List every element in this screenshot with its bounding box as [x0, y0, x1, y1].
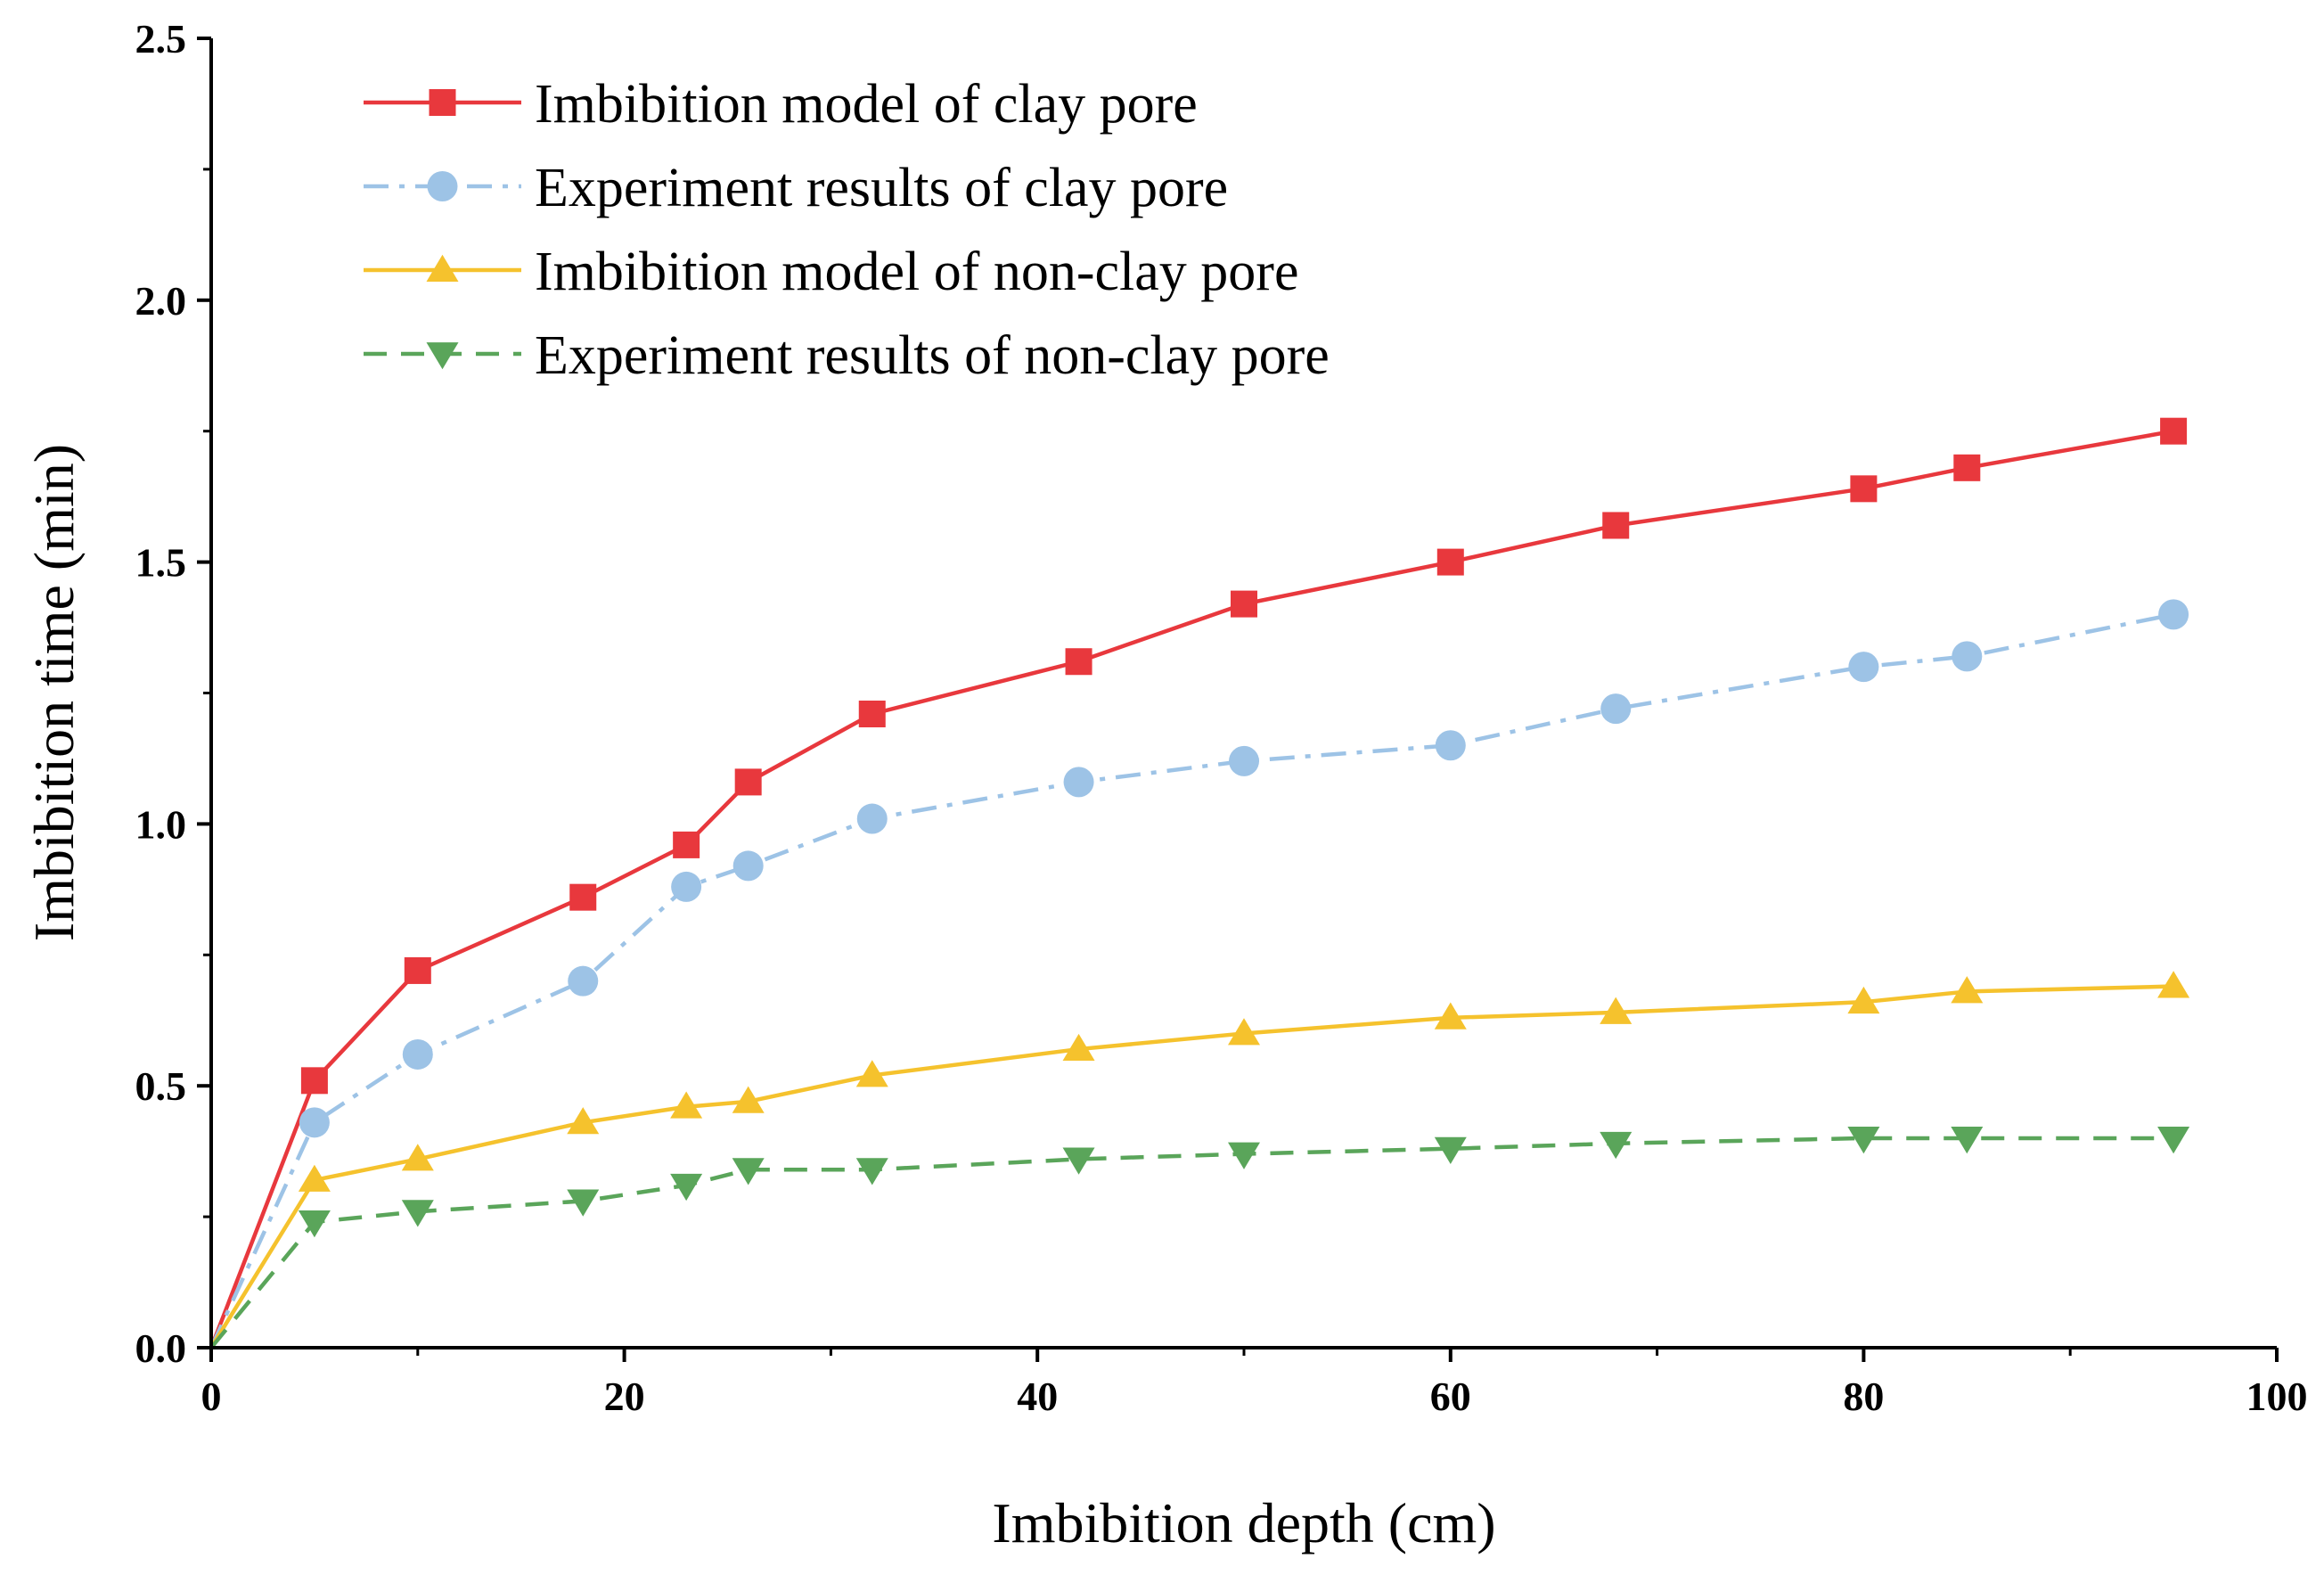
- legend-label: Experiment results of clay pore: [535, 158, 1228, 218]
- data-point: [1952, 641, 1983, 672]
- y-axis-title: Imbibition time (min): [22, 444, 86, 941]
- data-point: [1600, 1131, 1633, 1160]
- data-point: [298, 1210, 331, 1238]
- data-point: [568, 965, 599, 997]
- data-point: [401, 1144, 434, 1171]
- x-tick-label: 0: [201, 1374, 222, 1419]
- series-1: [209, 417, 2188, 1349]
- data-point: [402, 1038, 433, 1070]
- data-point: [2157, 1127, 2190, 1154]
- y-tick-label: 0.0: [135, 1325, 187, 1371]
- data-point: [673, 831, 700, 858]
- series-line: [209, 429, 2174, 1349]
- data-point: [1847, 986, 1880, 1014]
- data-point: [1062, 1147, 1095, 1175]
- data-point: [567, 1107, 600, 1135]
- legend: Imbibition model of clay pore Experiment …: [364, 74, 1330, 386]
- y-tick-label: 0.5: [135, 1063, 187, 1109]
- y-tick-label: 1.5: [135, 540, 187, 586]
- x-axis-title: Imbibition depth (cm): [992, 1491, 1495, 1554]
- x-tick-label: 80: [1843, 1374, 1884, 1419]
- data-point: [2158, 599, 2189, 630]
- data-point: [1228, 1142, 1260, 1169]
- data-point: [670, 1091, 703, 1119]
- data-point: [2160, 417, 2188, 445]
- y-tick-label: 1.0: [135, 801, 187, 847]
- data-point: [569, 883, 597, 911]
- legend-marker: [427, 171, 458, 201]
- x-tick-label: 40: [1017, 1374, 1058, 1419]
- x-tick-label: 100: [2246, 1374, 2308, 1419]
- y-tick-label: 2.5: [135, 16, 187, 62]
- series-3: [209, 971, 2190, 1349]
- legend-marker: [426, 342, 459, 370]
- data-point: [855, 1060, 888, 1087]
- series-4: [209, 1127, 2190, 1349]
- data-point: [1850, 475, 1878, 503]
- data-point: [856, 803, 888, 834]
- data-point: [1436, 548, 1464, 576]
- data-point: [1063, 767, 1094, 798]
- data-point: [1435, 730, 1466, 761]
- series-layer: [209, 417, 2190, 1349]
- legend-marker: [426, 254, 459, 282]
- legend-item-3: Imbibition model of non-clay pore: [364, 242, 1298, 302]
- data-point: [1228, 1018, 1260, 1046]
- data-point: [1229, 745, 1259, 776]
- legend-item-4: Experiment results of non-clay pore: [364, 325, 1330, 386]
- data-point: [1953, 454, 1981, 481]
- data-point: [1600, 997, 1633, 1024]
- legend-item-1: Imbibition model of clay pore: [364, 74, 1198, 135]
- data-point: [1231, 590, 1257, 618]
- data-point: [734, 768, 762, 796]
- data-point: [300, 1067, 328, 1095]
- legend-marker: [429, 89, 456, 116]
- data-point: [1951, 1127, 1984, 1154]
- data-point: [298, 1164, 331, 1192]
- legend-item-2: Experiment results of clay pore: [364, 158, 1228, 218]
- data-point: [1434, 1136, 1467, 1164]
- series-line: [209, 1136, 2174, 1349]
- x-tick-label: 20: [604, 1374, 645, 1419]
- data-point: [567, 1189, 600, 1217]
- data-point: [1434, 1002, 1467, 1029]
- data-point: [404, 956, 431, 984]
- data-point: [670, 1173, 703, 1202]
- x-tick-label: 60: [1430, 1374, 1471, 1419]
- data-point: [1951, 976, 1984, 1004]
- data-point: [1062, 1033, 1095, 1062]
- data-point: [732, 1086, 765, 1113]
- legend-label: Imbibition model of clay pore: [535, 74, 1198, 135]
- data-point: [1602, 512, 1630, 539]
- data-point: [671, 871, 702, 902]
- series-line: [209, 984, 2174, 1349]
- legend-label: Experiment results of non-clay pore: [535, 325, 1330, 386]
- data-point: [732, 850, 764, 882]
- legend-label: Imbibition model of non-clay pore: [535, 242, 1298, 302]
- ticks: 0 20 40 60 80 100 0.0 0.5 1.0 1.5 2.0 2.5: [135, 16, 2308, 1419]
- data-point: [401, 1200, 434, 1227]
- data-point: [1065, 648, 1092, 676]
- data-point: [858, 701, 886, 728]
- data-point: [299, 1107, 330, 1138]
- data-point: [2157, 971, 2190, 998]
- data-point: [1847, 1127, 1880, 1154]
- series-2: [209, 599, 2189, 1349]
- series-line: [209, 612, 2174, 1349]
- y-tick-label: 2.0: [135, 278, 187, 324]
- data-point: [732, 1158, 765, 1185]
- data-point: [1848, 652, 1879, 683]
- data-point: [855, 1158, 888, 1185]
- data-point: [1600, 693, 1632, 725]
